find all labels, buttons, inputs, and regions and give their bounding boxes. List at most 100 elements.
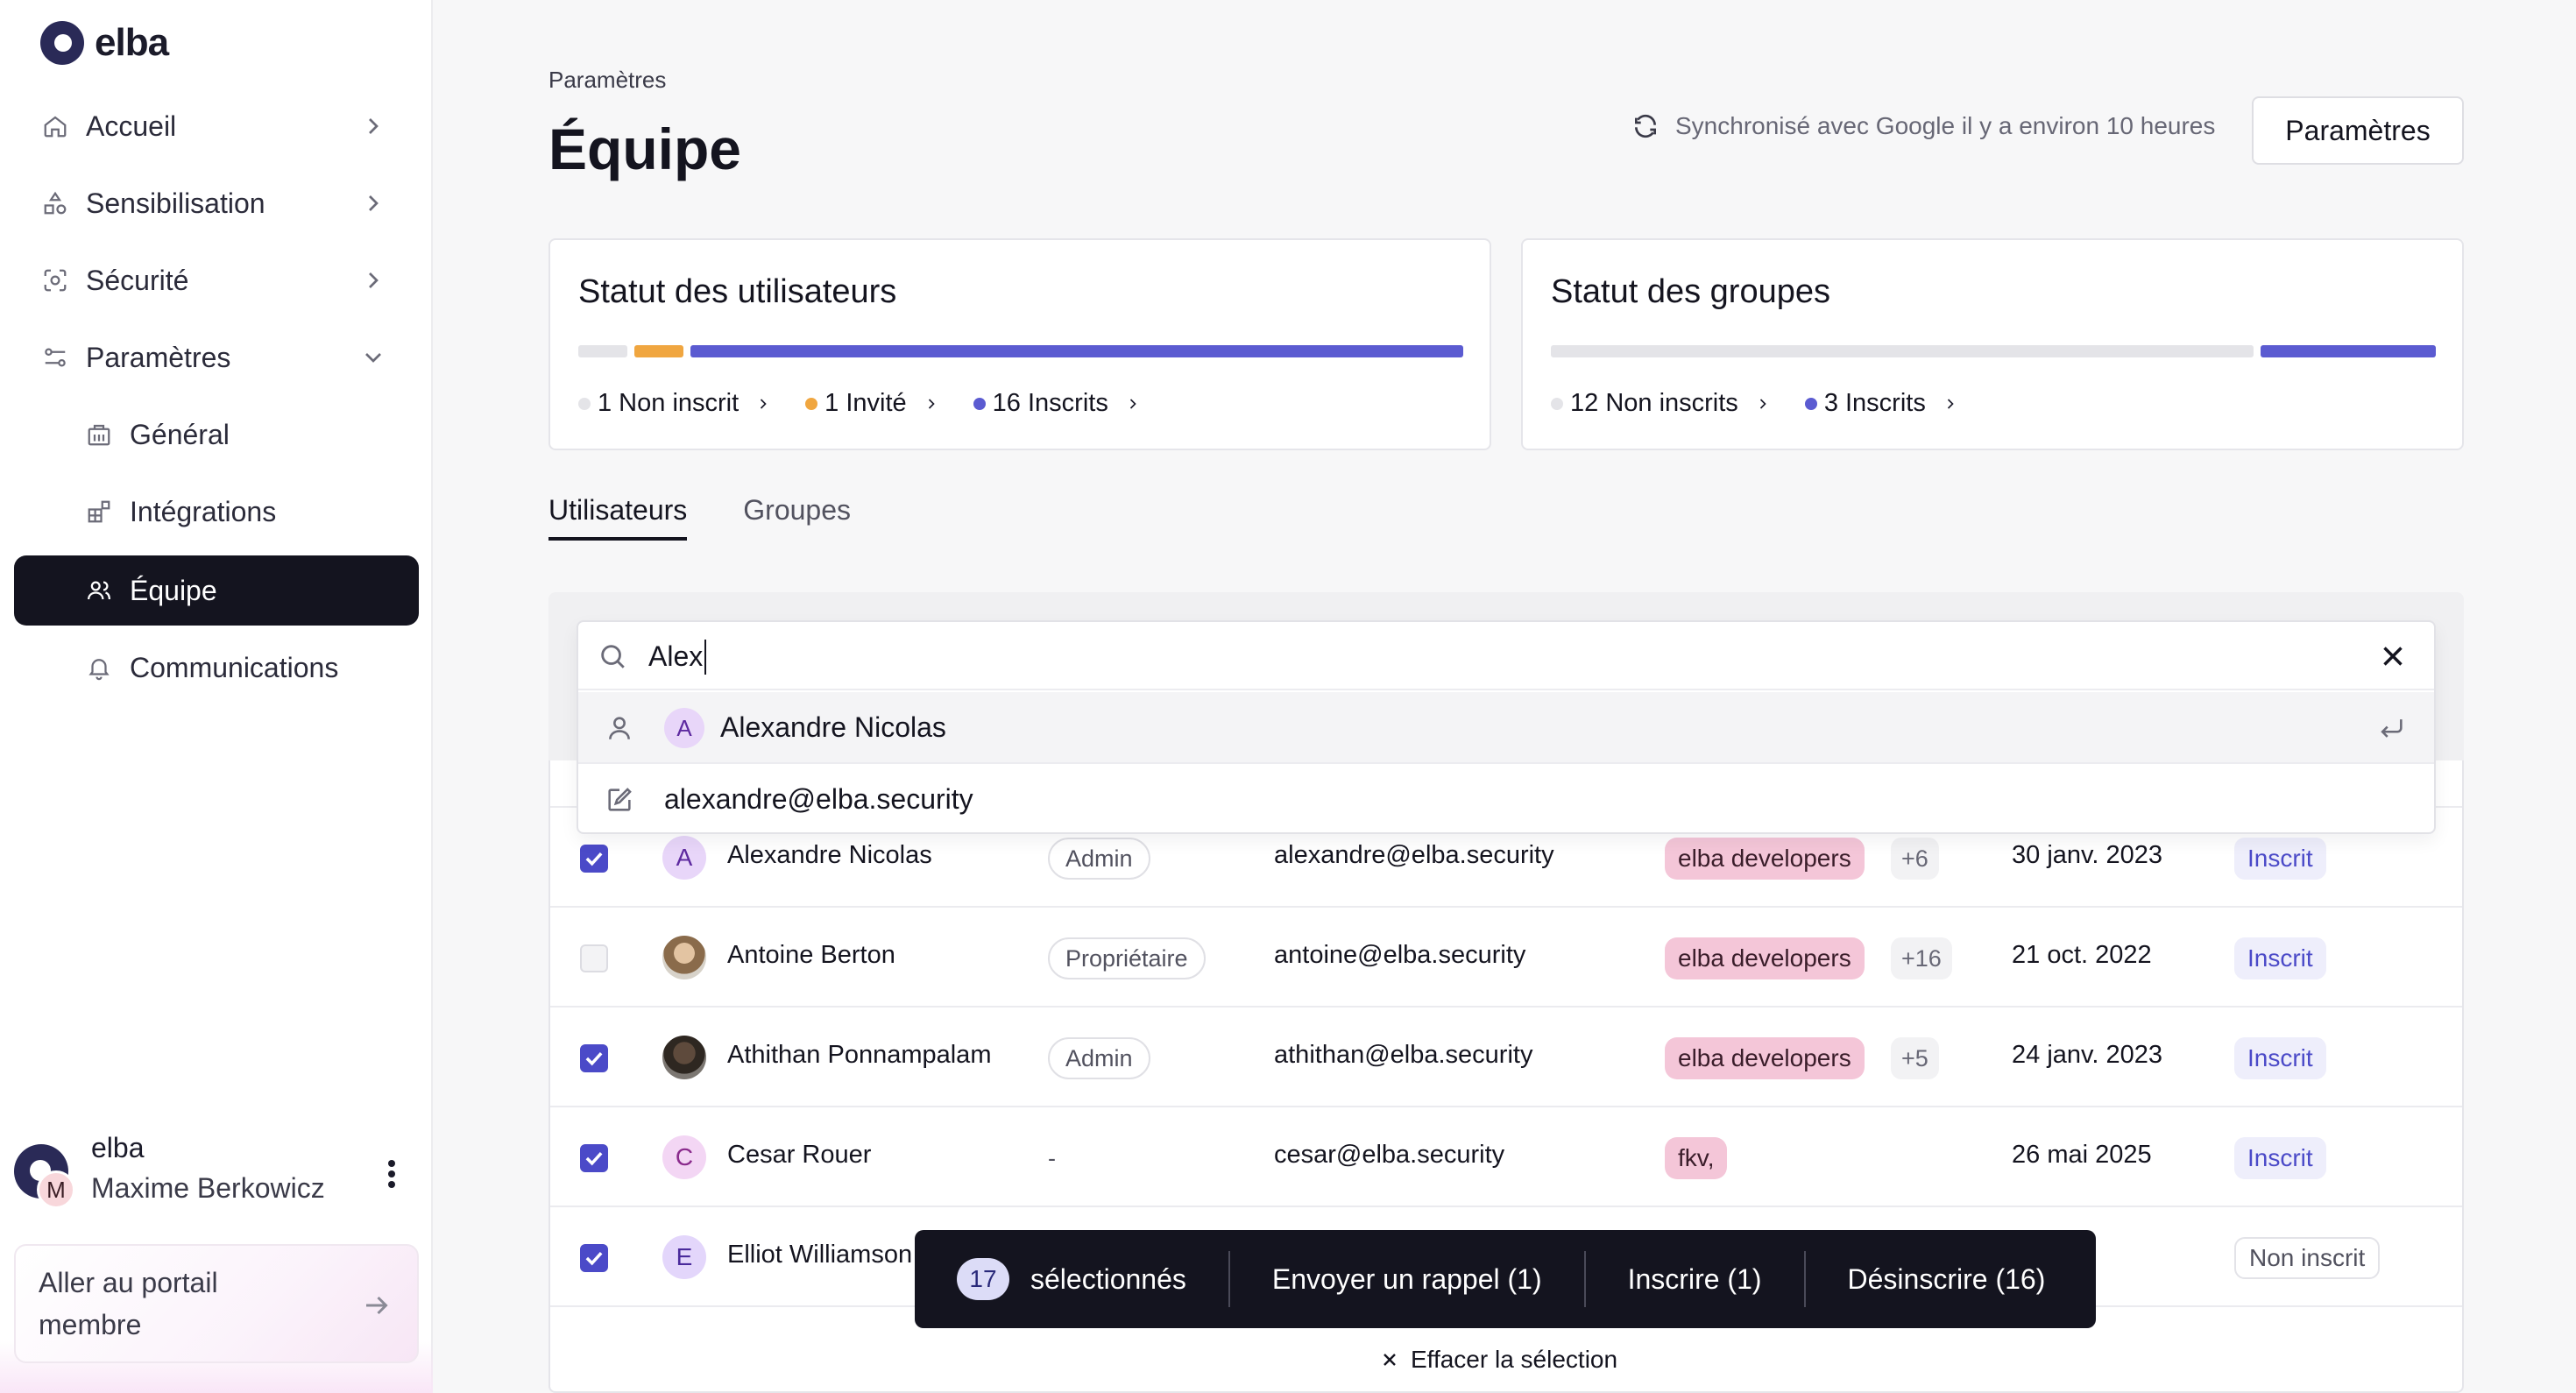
legend-enrolled[interactable]: 16 Inscrits xyxy=(973,389,1142,418)
arrow-right-icon xyxy=(366,1296,388,1315)
user-status-legend: 1 Non inscrit 1 Invité 16 Inscrits xyxy=(578,389,1142,418)
home-icon xyxy=(40,111,70,141)
edit-icon xyxy=(608,788,632,811)
user-name[interactable]: Elliot Williamson xyxy=(727,1241,913,1269)
legend-label: 12 Non inscrits xyxy=(1570,389,1738,417)
more-groups-badge[interactable]: +16 xyxy=(1891,937,1952,979)
sidebar-item-general[interactable]: Général xyxy=(14,400,419,470)
row-checkbox[interactable] xyxy=(580,944,608,972)
unenroll-button[interactable]: Désinscrire (16) xyxy=(1847,1262,2046,1295)
row-checkbox[interactable] xyxy=(580,1044,608,1072)
page-title: Équipe xyxy=(548,117,742,181)
user-name[interactable]: Cesar Rouer xyxy=(727,1141,872,1169)
legend-dot xyxy=(805,397,818,410)
card-title: Statut des groupes xyxy=(1551,273,1830,310)
enroll-button[interactable]: Inscrire (1) xyxy=(1627,1262,1762,1295)
user-email: alexandre@elba.security xyxy=(1274,841,1554,869)
user-avatar: C xyxy=(662,1135,706,1179)
role-badge: Propriétaire xyxy=(1048,937,1206,979)
settings-button[interactable]: Paramètres xyxy=(2252,96,2464,165)
sidebar-item-communications[interactable]: Communications xyxy=(14,633,419,703)
user-status-bar xyxy=(578,345,1463,357)
user-name[interactable]: Alexandre Nicolas xyxy=(727,841,932,869)
legend-dot xyxy=(1551,397,1563,410)
more-groups-badge[interactable]: +5 xyxy=(1891,1037,1939,1079)
more-vertical-icon[interactable] xyxy=(387,1156,396,1193)
chevron-right-icon xyxy=(1947,398,1954,409)
table-row[interactable]: Athithan Ponnampalam Admin athithan@elba… xyxy=(550,1008,2462,1107)
brand-logo[interactable]: elba xyxy=(40,21,169,65)
clear-selection-label: Effacer la sélection xyxy=(1411,1346,1618,1373)
table-row[interactable]: C Cesar Rouer - cesar@elba.security fkv,… xyxy=(550,1107,2462,1207)
breadcrumb[interactable]: Paramètres xyxy=(548,67,667,93)
chevron-right-icon xyxy=(761,398,767,409)
check-icon xyxy=(585,1251,603,1266)
row-checkbox[interactable] xyxy=(580,1244,608,1272)
row-checkbox[interactable] xyxy=(580,845,608,873)
group-badge[interactable]: elba developers xyxy=(1665,838,1865,880)
brand-name: elba xyxy=(95,21,169,64)
sync-status: Synchronisé avec Google il y a environ 1… xyxy=(1631,112,2215,140)
join-date: 30 janv. 2023 xyxy=(2012,841,2162,869)
bar-segment xyxy=(578,345,627,357)
bar-segment xyxy=(690,345,1463,357)
send-reminder-button[interactable]: Envoyer un rappel (1) xyxy=(1271,1262,1542,1295)
clear-selection-button[interactable]: Effacer la sélection xyxy=(1379,1346,1617,1374)
user-avatar: A xyxy=(662,836,706,880)
table-row[interactable]: Antoine Berton Propriétaire antoine@elba… xyxy=(550,908,2462,1008)
check-icon xyxy=(585,852,603,866)
legend-not-enrolled[interactable]: 12 Non inscrits xyxy=(1551,389,1772,418)
close-icon[interactable] xyxy=(2376,640,2410,673)
sidebar-item-parametres[interactable]: Paramètres xyxy=(14,322,419,392)
check-icon xyxy=(585,1151,603,1166)
status-badge: Inscrit xyxy=(2234,1137,2326,1179)
text-caret xyxy=(704,640,706,675)
sidebar-item-integrations[interactable]: Intégrations xyxy=(14,477,419,547)
group-badge[interactable]: fkv, xyxy=(1665,1137,1728,1179)
role-badge: Admin xyxy=(1048,838,1150,880)
user-menu[interactable]: M elba Maxime Berkowicz xyxy=(14,1130,426,1214)
blocks-icon xyxy=(84,497,114,527)
selected-count-badge: 17 xyxy=(957,1258,1009,1300)
close-icon xyxy=(1384,1354,1396,1366)
sidebar-item-equipe[interactable]: Équipe xyxy=(14,555,419,626)
row-checkbox[interactable] xyxy=(580,1144,608,1172)
user-icon xyxy=(609,717,630,739)
suggestion-user[interactable]: A Alexandre Nicolas xyxy=(578,692,2434,764)
tab-utilisateurs[interactable]: Utilisateurs xyxy=(548,494,688,541)
legend-not-enrolled[interactable]: 1 Non inscrit xyxy=(578,389,772,418)
chevron-right-icon xyxy=(369,195,379,211)
table-row[interactable]: E Elliot Williamson Non inscrit xyxy=(550,1207,2462,1307)
tab-groupes[interactable]: Groupes xyxy=(743,494,851,526)
group-badge[interactable]: elba developers xyxy=(1665,937,1865,979)
sidebar-item-label: Communications xyxy=(130,651,339,683)
member-portal-link[interactable]: Aller au portail membre xyxy=(14,1244,419,1363)
user-status-card: Statut des utilisateurs 1 Non inscrit 1 … xyxy=(548,238,1491,450)
sidebar-item-accueil[interactable]: Accueil xyxy=(14,91,419,161)
user-name[interactable]: Antoine Berton xyxy=(727,941,895,969)
user-avatar: E xyxy=(662,1235,706,1279)
suggestion-email[interactable]: alexandre@elba.security xyxy=(578,764,2434,832)
legend-enrolled[interactable]: 3 Inscrits xyxy=(1804,389,1959,418)
user-name[interactable]: Athithan Ponnampalam xyxy=(727,1041,992,1069)
sidebar-item-label: Sécurité xyxy=(86,264,189,296)
group-badge[interactable]: elba developers xyxy=(1665,1037,1865,1079)
search-input[interactable] xyxy=(648,636,2313,676)
sidebar-item-label: Paramètres xyxy=(86,341,231,373)
sidebar-item-label: Général xyxy=(130,418,230,450)
table-row[interactable]: A Alexandre Nicolas Admin alexandre@elba… xyxy=(550,808,2462,908)
selected-label: sélectionnés xyxy=(1030,1262,1186,1295)
legend-invited[interactable]: 1 Invité xyxy=(805,389,940,418)
sidebar-item-securite[interactable]: Sécurité xyxy=(14,245,419,315)
enter-key-icon xyxy=(2381,719,2403,738)
refresh-icon[interactable] xyxy=(1631,112,1660,140)
search-bar xyxy=(578,622,2434,690)
users-icon xyxy=(84,576,114,605)
legend-dot xyxy=(578,397,591,410)
more-groups-badge[interactable]: +6 xyxy=(1891,838,1939,880)
sidebar-item-sensibilisation[interactable]: Sensibilisation xyxy=(14,168,419,238)
user-name: Maxime Berkowicz xyxy=(91,1172,325,1204)
sidebar-item-label: Équipe xyxy=(130,574,217,606)
group-status-bar xyxy=(1551,345,2436,357)
user-photo xyxy=(662,936,706,979)
